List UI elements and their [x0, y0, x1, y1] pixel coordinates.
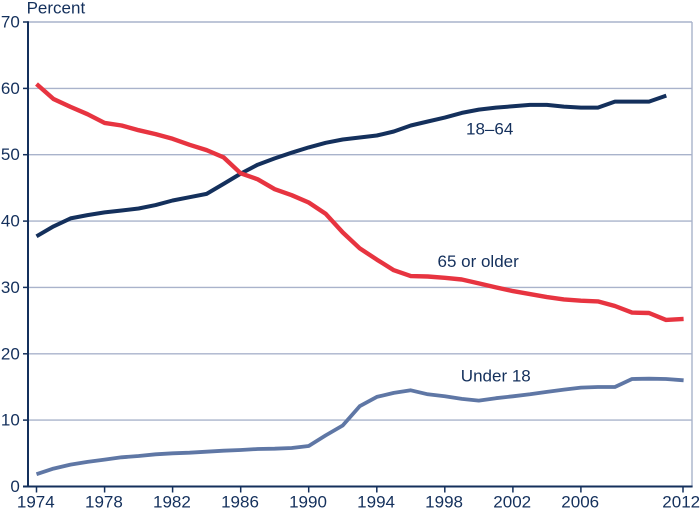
svg-text:1978: 1978	[85, 492, 123, 511]
svg-text:1974: 1974	[17, 492, 55, 511]
svg-text:0: 0	[10, 477, 19, 496]
svg-text:18–64: 18–64	[466, 119, 513, 138]
svg-text:40: 40	[1, 212, 20, 231]
svg-text:2002: 2002	[493, 492, 531, 511]
svg-text:Under 18: Under 18	[461, 367, 531, 386]
svg-text:10: 10	[1, 411, 20, 430]
svg-text:65 or older: 65 or older	[438, 252, 520, 271]
svg-text:1990: 1990	[289, 492, 327, 511]
svg-text:30: 30	[1, 278, 20, 297]
svg-text:1982: 1982	[153, 492, 191, 511]
svg-text:50: 50	[1, 145, 20, 164]
svg-text:2012: 2012	[662, 492, 700, 511]
svg-text:1998: 1998	[425, 492, 463, 511]
svg-text:20: 20	[1, 344, 20, 363]
svg-text:1986: 1986	[221, 492, 259, 511]
svg-text:70: 70	[1, 13, 20, 32]
svg-text:Percent: Percent	[27, 0, 86, 18]
svg-text:60: 60	[1, 79, 20, 98]
svg-text:2006: 2006	[561, 492, 599, 511]
svg-text:1994: 1994	[357, 492, 395, 511]
